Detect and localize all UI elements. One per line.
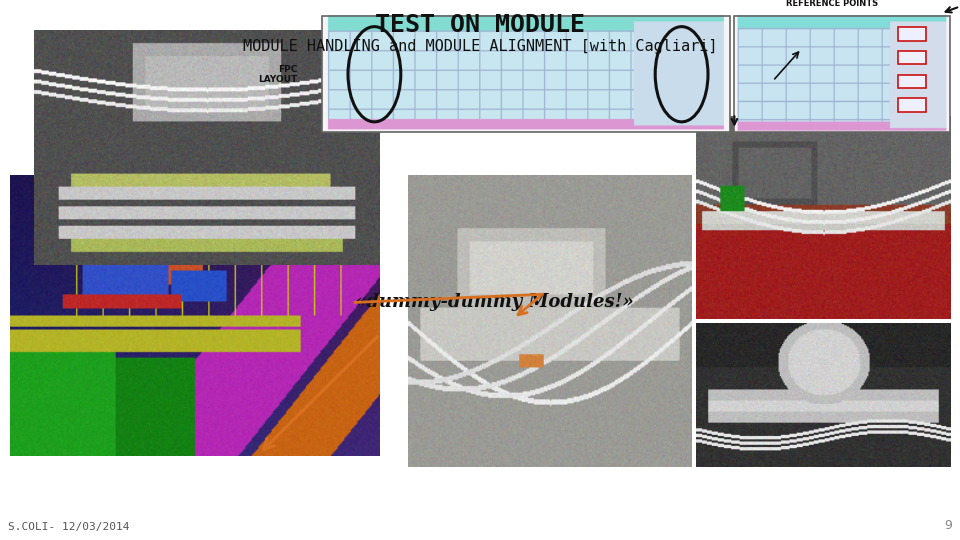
Text: REFERENCE POINTS: REFERENCE POINTS [785,0,877,8]
Text: «dummy-dummy Modules!»: «dummy-dummy Modules!» [355,293,634,312]
Text: S.COLI- 12/03/2014: S.COLI- 12/03/2014 [8,522,130,532]
Text: FPC
LAYOUT: FPC LAYOUT [258,65,298,84]
FancyBboxPatch shape [898,98,926,112]
FancyBboxPatch shape [898,75,926,88]
Text: TEST ON MODULE: TEST ON MODULE [375,14,585,37]
Text: 9: 9 [945,519,952,532]
FancyBboxPatch shape [898,51,926,64]
Text: MODULE HANDLING and MODULE ALIGNMENT [with Cagliari]: MODULE HANDLING and MODULE ALIGNMENT [wi… [243,39,717,55]
FancyBboxPatch shape [898,27,926,40]
